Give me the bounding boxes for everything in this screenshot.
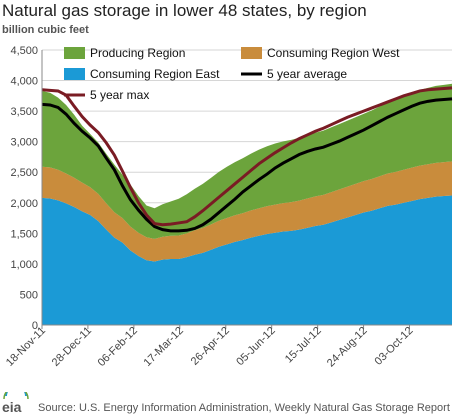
- y-tick-label: 0: [32, 320, 38, 332]
- y-tick-label: 1,500: [10, 228, 38, 240]
- legend-swatch-consuming-region-west: [241, 47, 262, 59]
- legend-label-consuming-region-east: Consuming Region East: [90, 67, 220, 81]
- x-tick-label: 24-Aug-12: [325, 325, 370, 370]
- line-5-year-average: [41, 97, 453, 233]
- legend-swatch-producing-region: [64, 47, 85, 59]
- area-consuming-region-west: [42, 161, 452, 262]
- y-tick-label: 500: [20, 289, 38, 301]
- y-tick-label: 4,500: [10, 45, 38, 57]
- legend-label-producing-region: Producing Region: [90, 46, 185, 60]
- legend-label-5-year-max: 5 year max: [90, 88, 149, 102]
- chart-title: Natural gas storage in lower 48 states, …: [2, 1, 367, 20]
- x-tick-label: 18-Nov-11: [4, 325, 48, 369]
- legend-label-consuming-region-west: Consuming Region West: [267, 46, 400, 60]
- x-tick-label: 06-Feb-12: [96, 325, 140, 369]
- svg-text:eia: eia: [2, 399, 22, 415]
- area-consuming-region-east: [42, 195, 452, 325]
- source-note: Source: U.S. Energy Information Administ…: [38, 402, 450, 414]
- units-label: billion cubic feet: [2, 24, 89, 36]
- x-tick-label: 03-Oct-12: [373, 325, 416, 368]
- x-tick-label: 28-Dec-11: [50, 325, 94, 369]
- eia-logo: eia: [2, 392, 29, 415]
- x-tick-label: 15-Jul-12: [283, 325, 324, 366]
- y-tick-label: 3,000: [10, 137, 38, 149]
- legend-label-5-year-average: 5 year average: [267, 67, 347, 81]
- y-tick-label: 2,000: [10, 198, 38, 210]
- line-5-year-max: [41, 86, 453, 227]
- y-tick-label: 1,000: [10, 259, 38, 271]
- x-tick-label: 17-Mar-12: [142, 325, 186, 369]
- area-producing-region: [42, 83, 452, 239]
- x-tick-label: 26-Apr-12: [189, 325, 232, 368]
- x-tick-label: 05-Jun-12: [234, 325, 278, 369]
- legend-swatch-consuming-region-east: [64, 68, 85, 80]
- y-tick-label: 3,500: [10, 106, 38, 118]
- y-tick-label: 4,000: [10, 76, 38, 88]
- y-tick-label: 2,500: [10, 167, 38, 179]
